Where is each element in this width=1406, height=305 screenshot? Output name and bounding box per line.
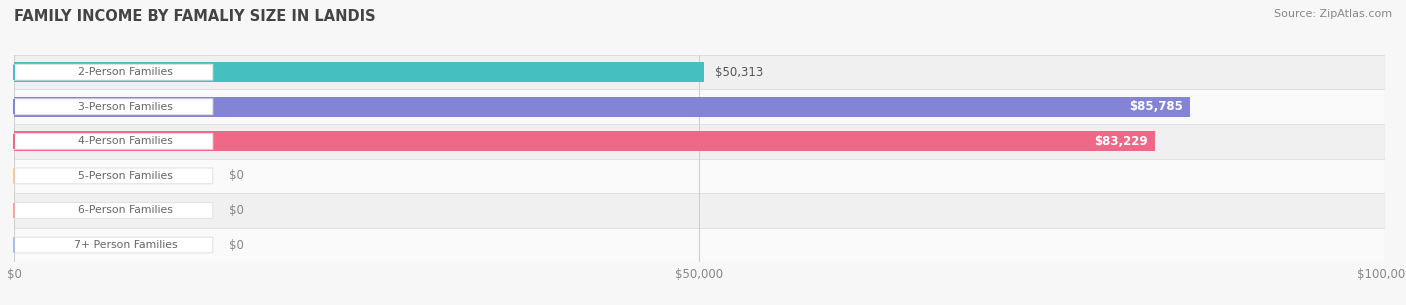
FancyBboxPatch shape: [14, 133, 212, 149]
Text: $0: $0: [229, 204, 245, 217]
Text: 6-Person Families: 6-Person Families: [77, 206, 173, 215]
Text: 3-Person Families: 3-Person Families: [77, 102, 173, 112]
FancyBboxPatch shape: [14, 203, 212, 218]
Text: $50,313: $50,313: [714, 66, 763, 79]
FancyBboxPatch shape: [14, 237, 212, 253]
Bar: [14, 228, 1385, 262]
Text: Source: ZipAtlas.com: Source: ZipAtlas.com: [1274, 9, 1392, 19]
Text: FAMILY INCOME BY FAMALIY SIZE IN LANDIS: FAMILY INCOME BY FAMALIY SIZE IN LANDIS: [14, 9, 375, 24]
Bar: [14, 193, 1385, 228]
Bar: [14, 97, 1189, 117]
Bar: [14, 62, 704, 82]
Bar: [14, 89, 1385, 124]
Text: 2-Person Families: 2-Person Families: [77, 67, 173, 77]
FancyBboxPatch shape: [14, 99, 212, 115]
Text: $0: $0: [229, 239, 245, 252]
FancyBboxPatch shape: [14, 168, 212, 184]
Bar: [14, 159, 1385, 193]
Text: $83,229: $83,229: [1094, 135, 1149, 148]
Text: $85,785: $85,785: [1129, 100, 1184, 113]
Text: 5-Person Families: 5-Person Families: [77, 171, 173, 181]
Bar: [14, 55, 1385, 89]
Bar: [14, 131, 1154, 151]
Text: 4-Person Families: 4-Person Families: [77, 136, 173, 146]
Text: 7+ Person Families: 7+ Person Families: [73, 240, 177, 250]
FancyBboxPatch shape: [14, 64, 212, 80]
Bar: [14, 124, 1385, 159]
Text: $0: $0: [229, 169, 245, 182]
